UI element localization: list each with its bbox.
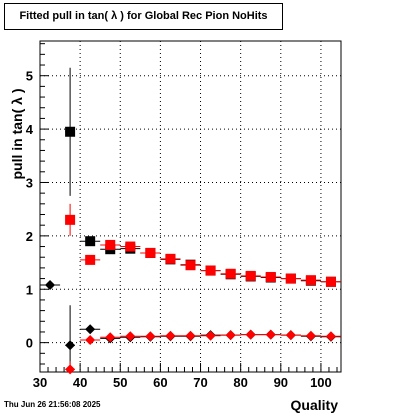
x-tick-label: 50 [113,375,127,390]
series-group [65,203,341,287]
data-point [125,331,136,342]
data-point [65,340,76,351]
data-point [45,279,56,290]
data-point [145,331,156,342]
series-group [40,279,341,372]
data-point [285,273,296,284]
data-point [305,330,316,341]
data-point [65,364,76,375]
x-tick-label: 30 [33,375,47,390]
grid-lines [40,41,341,372]
x-tick-label: 80 [233,375,247,390]
data-point [285,330,296,341]
series-layer [40,67,341,375]
x-tick-label: 40 [73,375,87,390]
data-point [185,330,196,341]
data-point [65,126,76,137]
data-point [85,236,96,247]
axes: 30 40 50 60 70 80 90 100 0 1 2 3 4 5 [26,40,342,390]
data-point [265,271,276,282]
data-point [125,241,136,252]
timestamp: Thu Jun 26 21:56:08 2025 [4,400,101,409]
y-tick-label: 0 [26,336,33,351]
data-point [85,324,96,335]
data-point [145,247,156,258]
x-axis-label: Quality [291,397,339,413]
data-point [205,265,216,276]
x-tick-label: 100 [310,375,332,390]
y-axis-label: pull in tan( λ ) [9,89,25,180]
y-tick-label: 4 [26,122,34,137]
x-tick-label: 60 [153,375,167,390]
data-point [105,332,116,343]
data-point [245,329,256,340]
x-tick-label: 90 [274,375,288,390]
data-point [165,253,176,264]
data-point [225,268,236,279]
data-point [65,214,76,225]
y-tick-label: 2 [26,229,33,244]
data-point [165,330,176,341]
data-point [185,260,196,271]
data-point [245,270,256,281]
title-box: Fitted pull in tan( λ ) for Global Rec P… [4,3,283,30]
data-point [85,334,96,345]
data-point [305,275,316,286]
data-point [265,329,276,340]
data-point [225,330,236,341]
data-point [325,331,336,342]
plot-frame [39,40,342,373]
data-point [205,330,216,341]
data-point [85,254,96,265]
data-point [105,239,116,250]
data-point [325,276,336,287]
x-tick-label: 70 [193,375,207,390]
chart-title: Fitted pull in tan( λ ) for Global Rec P… [19,10,268,22]
y-tick-label: 5 [26,69,33,84]
series-group [65,67,341,287]
series-group [65,329,341,375]
y-tick-label: 1 [26,282,33,297]
y-tick-label: 3 [26,175,33,190]
